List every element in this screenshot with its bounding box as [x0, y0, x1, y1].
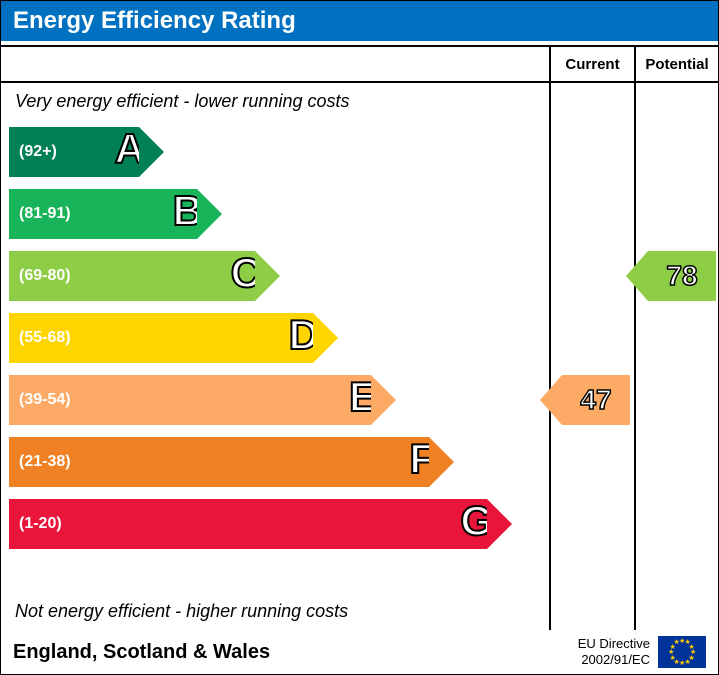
- eu-directive-text: EU Directive 2002/91/EC: [578, 636, 650, 667]
- current-column: Current: [549, 47, 634, 630]
- eu-star-icon: ★: [674, 638, 680, 646]
- band-range-e: (39-54): [9, 391, 71, 409]
- footer-right: EU Directive 2002/91/EC ★★★★★★★★★★★★: [578, 636, 706, 668]
- eu-directive-line1: EU Directive: [578, 636, 650, 652]
- bands-column: Very energy efficient - lower running co…: [1, 47, 549, 630]
- bands-area: (92+)A (81-91)B (69-80)C (55-68)D (39-54)E (2…: [1, 121, 549, 555]
- top-caption: Very energy efficient - lower running co…: [15, 91, 350, 112]
- potential-column: Potential: [634, 47, 718, 630]
- bottom-caption: Not energy efficient - higher running co…: [15, 601, 348, 622]
- band-bar-f: (21-38)F: [9, 437, 429, 487]
- band-bar-e: (39-54)E: [9, 375, 371, 425]
- band-row-f: (21-38)F: [1, 431, 549, 493]
- band-arrow-d: [313, 313, 338, 363]
- epc-chart: Energy Efficiency Rating Very energy eff…: [0, 0, 719, 675]
- band-bar-c: (69-80)C: [9, 251, 255, 301]
- band-arrow-a: [139, 127, 164, 177]
- eu-flag-icon: ★★★★★★★★★★★★: [658, 636, 706, 668]
- band-row-d: (55-68)D: [1, 307, 549, 369]
- potential-rating-marker: 78: [648, 251, 716, 301]
- band-bar-g: (1-20)G: [9, 499, 487, 549]
- eu-directive-line2: 2002/91/EC: [578, 652, 650, 668]
- band-arrow-c: [255, 251, 280, 301]
- band-range-b: (81-91): [9, 205, 71, 223]
- band-row-b: (81-91)B: [1, 183, 549, 245]
- band-row-g: (1-20)G: [1, 493, 549, 555]
- eu-star-icon: ★: [685, 658, 691, 666]
- footer-region: England, Scotland & Wales: [13, 641, 270, 664]
- band-bar-b: (81-91)B: [9, 189, 197, 239]
- band-arrow-g: [487, 499, 512, 549]
- band-arrow-b: [197, 189, 222, 239]
- band-arrow-e: [371, 375, 396, 425]
- band-arrow-f: [429, 437, 454, 487]
- current-rating-marker: 47: [562, 375, 630, 425]
- band-range-d: (55-68): [9, 329, 71, 347]
- band-bar-a: (92+)A: [9, 127, 139, 177]
- band-row-e: (39-54)E: [1, 369, 549, 431]
- band-range-c: (69-80): [9, 267, 71, 285]
- header-row: [1, 47, 718, 83]
- band-range-f: (21-38): [9, 453, 71, 471]
- band-row-c: (69-80)C: [1, 245, 549, 307]
- chart-footer: England, Scotland & Wales EU Directive 2…: [1, 630, 718, 674]
- band-range-a: (92+): [9, 143, 57, 161]
- band-row-a: (92+)A: [1, 121, 549, 183]
- chart-grid: Very energy efficient - lower running co…: [1, 45, 718, 630]
- chart-title: Energy Efficiency Rating: [1, 1, 718, 41]
- band-bar-d: (55-68)D: [9, 313, 313, 363]
- band-range-g: (1-20): [9, 515, 62, 533]
